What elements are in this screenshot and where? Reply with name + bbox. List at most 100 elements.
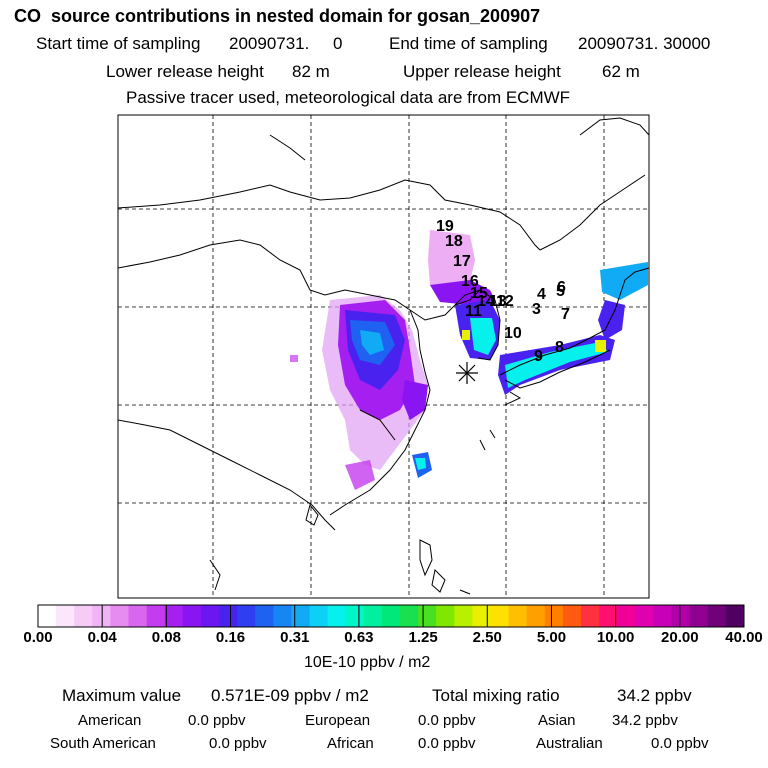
track-label: 17 [453, 253, 471, 270]
colorbar-swatch [200, 605, 220, 627]
region-name: American [78, 712, 142, 729]
colorbar-swatch [363, 605, 383, 627]
colorbar-swatch [472, 605, 491, 627]
end-time-label: End time of sampling [389, 34, 548, 53]
region-value: 34.2 ppbv [612, 712, 678, 729]
region-name: European [305, 712, 371, 729]
colorbar-tick-label: 2.50 [472, 629, 502, 646]
upper-height-value: 62 m [602, 62, 640, 81]
colorbar-swatch [617, 605, 636, 627]
region-name: African [327, 735, 374, 752]
colorbar-swatch [508, 605, 528, 627]
colorbar-tick-label: 0.31 [280, 629, 310, 646]
region-value: 0.0 ppbv [188, 712, 246, 729]
track-label: 6 [557, 279, 566, 296]
region-value: 0.0 ppbv [209, 735, 267, 752]
colorbar-tick-label: 10.00 [596, 629, 635, 646]
track-label: 5 [556, 283, 565, 300]
colorbar-swatch [635, 605, 654, 627]
colorbar-swatch [436, 605, 455, 627]
start-time-value: 20090731. 0 [229, 34, 343, 53]
colorbar-swatch [56, 605, 75, 627]
lower-height-value: 82 m [292, 62, 330, 81]
colorbar-swatch [345, 605, 365, 627]
colorbar-tick-label: 0.63 [344, 629, 374, 646]
colorbar-swatch [327, 605, 347, 627]
tracer-note: Passive tracer used, meteorological data… [126, 88, 571, 107]
colorbar-swatch [671, 605, 691, 627]
colorbar-tick-label: 0.04 [87, 629, 117, 646]
track-label: 12 [496, 293, 514, 310]
coastlines [117, 117, 650, 595]
colorbar-swatch [273, 605, 292, 627]
colorbar-units: 10E-10 ppbv / m2 [304, 654, 431, 671]
colorbar-swatch [309, 605, 329, 627]
track-label: 7 [561, 306, 570, 323]
colorbar-swatch [74, 605, 93, 627]
region-name: South American [50, 735, 156, 752]
colorbar-swatch [526, 605, 546, 627]
colorbar-swatch [255, 605, 274, 627]
colorbar-swatch [725, 605, 745, 627]
region-value: 0.0 ppbv [651, 735, 709, 752]
colorbar-swatch [110, 605, 129, 627]
max-value-label: Maximum value [62, 686, 182, 705]
colorbar-tick-label: 1.25 [408, 629, 438, 646]
colorbar-swatch [454, 605, 473, 627]
max-value: 0.571E-09 ppbv / m2 [211, 686, 369, 705]
colorbar-tick-label: 0.00 [23, 629, 53, 646]
track-label: 15 [470, 285, 488, 302]
colorbar-swatch [128, 605, 148, 627]
total-mixing-value: 34.2 ppbv [617, 686, 692, 705]
track-label: 4 [537, 286, 546, 303]
upper-height-label: Upper release height [403, 62, 561, 81]
track-label: 3 [532, 301, 541, 318]
colorbar-swatch [237, 605, 256, 627]
colorbar-tick-label: 40.00 [725, 629, 763, 646]
track-label: 19 [436, 218, 454, 235]
track-label: 14 [477, 293, 495, 310]
colorbar-tick-label: 0.08 [151, 629, 181, 646]
plot-title: CO source contributions in nested domain… [14, 6, 541, 26]
track-label: 11 [465, 303, 482, 320]
track-label: 10 [504, 325, 522, 342]
colorbar-swatch [182, 605, 202, 627]
region-value: 0.0 ppbv [418, 712, 476, 729]
colorbar-tick-label: 0.16 [215, 629, 246, 646]
colorbar-swatch [164, 605, 184, 627]
colorbar-swatch [38, 605, 57, 627]
colorbar-swatch [400, 605, 419, 627]
colorbar-swatch [581, 605, 600, 627]
track-label: 18 [445, 233, 463, 250]
colorbar-swatch [653, 605, 672, 627]
lower-height-label: Lower release height [106, 62, 264, 81]
track-label: 13 [489, 293, 507, 310]
colorbar-tick-label: 5.00 [536, 629, 567, 646]
colorbar-tick-label: 20.00 [661, 629, 699, 646]
total-mixing-label: Total mixing ratio [432, 686, 560, 705]
track-label: 9 [534, 348, 543, 365]
start-time-label: Start time of sampling [36, 34, 201, 53]
track-label: 8 [555, 339, 564, 356]
track-label: 16 [461, 273, 479, 290]
colorbar-swatch [219, 605, 238, 627]
colorbar-swatch [92, 605, 111, 627]
colorbar [37, 604, 745, 628]
colorbar-swatch [381, 605, 401, 627]
colorbar-swatch [490, 605, 510, 627]
colorbar-swatch [291, 605, 310, 627]
region-name: Asian [538, 712, 576, 729]
asterisk-marker [456, 362, 478, 384]
colorbar-swatch [599, 605, 618, 627]
colorbar-swatch [418, 605, 437, 627]
colorbar-swatch [562, 605, 582, 627]
region-name: Australian [536, 735, 603, 752]
region-value: 0.0 ppbv [418, 735, 476, 752]
concentration-field [290, 230, 648, 490]
end-time-value: 20090731. 30000 [578, 34, 711, 53]
colorbar-swatch [689, 605, 709, 627]
colorbar-swatch [544, 605, 564, 627]
colorbar-swatch [707, 605, 727, 627]
